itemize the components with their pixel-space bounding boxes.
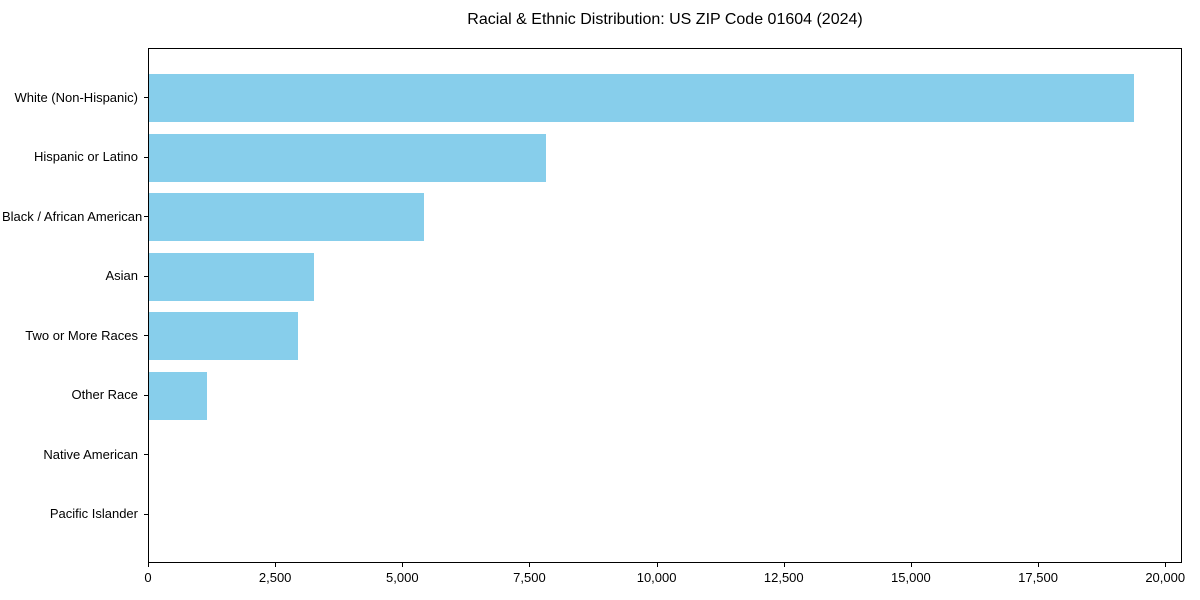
chart-title: Racial & Ethnic Distribution: US ZIP Cod… bbox=[467, 11, 863, 28]
x-tick-mark bbox=[148, 563, 149, 567]
y-tick-label: Asian bbox=[105, 268, 138, 284]
x-tick-label: 15,000 bbox=[891, 570, 931, 585]
bar-asian bbox=[149, 252, 314, 301]
x-tick-label: 0 bbox=[144, 570, 152, 585]
y-tick-mark bbox=[144, 97, 148, 98]
x-tick-mark bbox=[910, 563, 912, 567]
y-tick-mark bbox=[144, 454, 148, 456]
x-tick-mark bbox=[1165, 563, 1167, 567]
x-tick-mark bbox=[1038, 563, 1040, 567]
y-tick-label: Other Race bbox=[71, 387, 138, 403]
y-tick-label: Pacific Islander bbox=[49, 506, 138, 522]
y-tick-mark bbox=[144, 513, 148, 515]
bar-other-race bbox=[149, 371, 207, 420]
x-tick-mark bbox=[529, 563, 531, 567]
x-tick-label: 2,500 bbox=[258, 570, 292, 585]
y-tick-mark bbox=[144, 335, 148, 337]
x-tick-label: 17,500 bbox=[1018, 570, 1058, 585]
x-tick-mark bbox=[275, 563, 277, 567]
y-tick-label: Native American bbox=[43, 446, 138, 462]
bar-two-or-more-races bbox=[149, 312, 298, 361]
y-tick-label: Hispanic or Latino bbox=[33, 149, 138, 165]
plot-area bbox=[148, 48, 1182, 563]
x-tick-label: 7,500 bbox=[513, 570, 546, 585]
y-tick-label: Black / African American bbox=[2, 208, 143, 224]
x-tick-label: 12,500 bbox=[763, 570, 804, 585]
y-tick-mark bbox=[144, 156, 148, 158]
bar-black-african-american bbox=[149, 193, 424, 242]
x-tick-mark bbox=[783, 563, 785, 567]
x-tick-label: 10,000 bbox=[636, 570, 677, 585]
x-tick-label: 20,000 bbox=[1145, 570, 1186, 585]
y-tick-mark bbox=[144, 216, 148, 218]
x-tick-mark bbox=[402, 563, 404, 567]
x-tick-label: 5,000 bbox=[386, 570, 419, 585]
bar-hispanic-or-latino bbox=[149, 133, 546, 182]
y-tick-mark bbox=[144, 275, 148, 277]
y-tick-mark bbox=[144, 394, 148, 396]
y-tick-label: Two or More Races bbox=[25, 327, 138, 343]
y-tick-label: White (Non-Hispanic) bbox=[14, 89, 138, 105]
bar-white-non-hispanic bbox=[149, 74, 1134, 122]
x-tick-mark bbox=[656, 563, 658, 567]
